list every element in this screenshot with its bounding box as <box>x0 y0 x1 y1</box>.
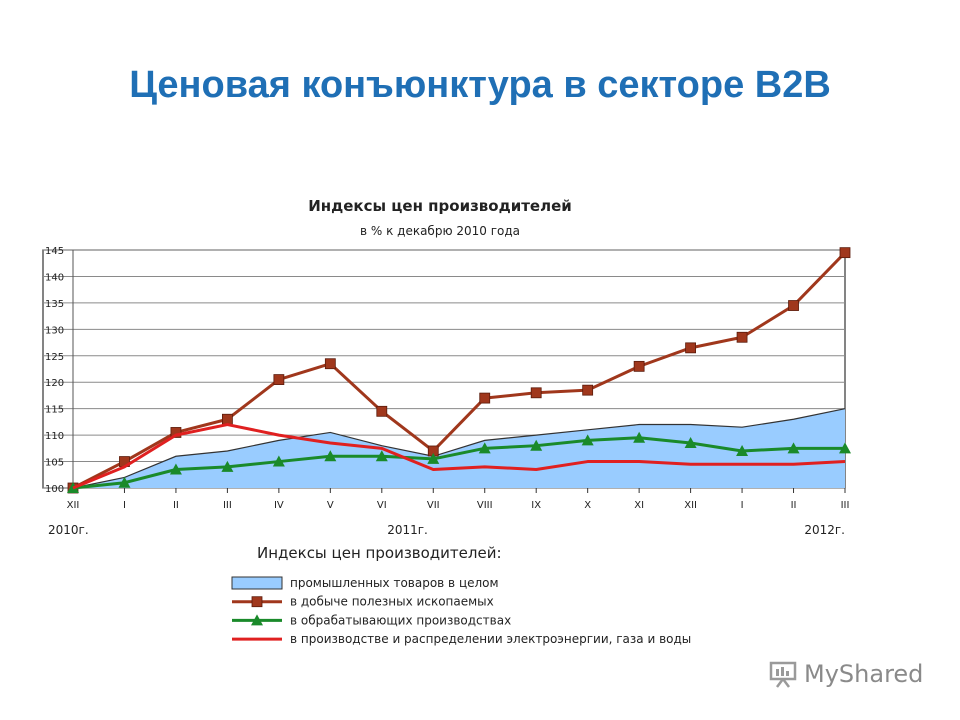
triangle-marker <box>118 476 131 488</box>
y-tick-label: 105 <box>45 458 64 469</box>
x-tick-label: VII <box>427 500 440 511</box>
square-marker <box>479 392 491 404</box>
y-tick-label: 100 <box>45 484 64 495</box>
triangle-marker <box>530 439 543 451</box>
presentation-icon <box>769 661 797 688</box>
triangle-marker <box>375 450 388 462</box>
series-line <box>72 436 845 490</box>
x-tick-label: III <box>223 500 232 511</box>
x-tick-label: II <box>791 500 797 511</box>
slide-title: Ценовая конъюнктура в секторе B2B <box>129 64 831 106</box>
legend-label: в обрабатывающих производствах <box>290 613 511 627</box>
x-tick-label: II <box>173 500 179 511</box>
triangle-marker <box>478 442 491 454</box>
square-marker <box>839 247 851 259</box>
square-marker <box>324 358 336 370</box>
year-label: 2010г. <box>48 523 89 537</box>
square-marker <box>736 331 748 343</box>
legend-label: в производстве и распределении электроэн… <box>290 632 691 646</box>
x-tick-label: IX <box>531 500 541 511</box>
legend-label: в добыче полезных ископаемых <box>290 595 494 609</box>
square-marker <box>251 596 263 608</box>
area-fill <box>73 408 845 488</box>
legend-label: промышленных товаров в целом <box>290 576 499 590</box>
chart-subtitle: в % к декабрю 2010 года <box>360 224 520 238</box>
watermark: MyShared <box>768 656 923 692</box>
x-tick-label: XI <box>634 500 644 511</box>
square-marker <box>685 342 696 354</box>
triangle-marker <box>581 434 594 446</box>
square-marker <box>633 360 645 372</box>
x-tick-label: IV <box>274 500 284 511</box>
square-marker <box>530 387 542 399</box>
triangle-marker <box>839 442 851 454</box>
x-tick-label: VIII <box>477 500 493 511</box>
series-line <box>72 251 847 490</box>
square-marker <box>582 384 594 396</box>
x-tick-label: I <box>741 500 744 511</box>
x-tick-label: XII <box>684 500 697 511</box>
y-tick-label: 145 <box>45 246 64 257</box>
triangle-marker <box>787 442 800 454</box>
x-tick-label: I <box>123 500 126 511</box>
square-marker <box>788 300 799 311</box>
chart-title: Индексы цен производителей <box>308 197 572 215</box>
triangle-marker <box>633 431 646 443</box>
triangle-marker <box>324 450 337 462</box>
y-tick-label: 130 <box>45 325 64 336</box>
triangle-marker <box>684 437 697 449</box>
triangle-marker <box>251 614 263 626</box>
year-label: 2012г. <box>804 523 845 537</box>
triangle-marker <box>169 463 182 475</box>
y-tick-label: 140 <box>45 272 64 283</box>
x-tick-label: X <box>584 500 591 511</box>
x-tick-label: III <box>841 500 850 511</box>
y-tick-label: 120 <box>45 378 64 389</box>
legend: Индексы цен производителей: промышленных… <box>231 544 691 646</box>
area-outline <box>72 408 846 489</box>
year-label: 2011г. <box>387 523 428 537</box>
legend-swatch <box>231 576 283 590</box>
y-tick-label: 110 <box>45 431 64 442</box>
square-marker <box>221 413 233 425</box>
x-tick-label: V <box>327 500 334 511</box>
x-tick-label: XII <box>67 500 80 511</box>
triangle-marker <box>736 444 749 456</box>
square-marker <box>273 374 285 385</box>
y-tick-label: 135 <box>45 299 64 310</box>
square-marker <box>170 427 182 438</box>
y-tick-label: 125 <box>45 352 64 363</box>
watermark-text: MyShared <box>804 660 924 688</box>
triangle-marker <box>427 452 440 464</box>
y-tick-label: 115 <box>45 405 64 416</box>
series-line <box>72 423 846 490</box>
square-marker <box>376 405 388 417</box>
triangle-marker <box>272 455 285 467</box>
legend-title: Индексы цен производителей: <box>257 544 502 562</box>
x-tick-label: VI <box>377 500 387 511</box>
triangle-marker <box>221 460 234 472</box>
